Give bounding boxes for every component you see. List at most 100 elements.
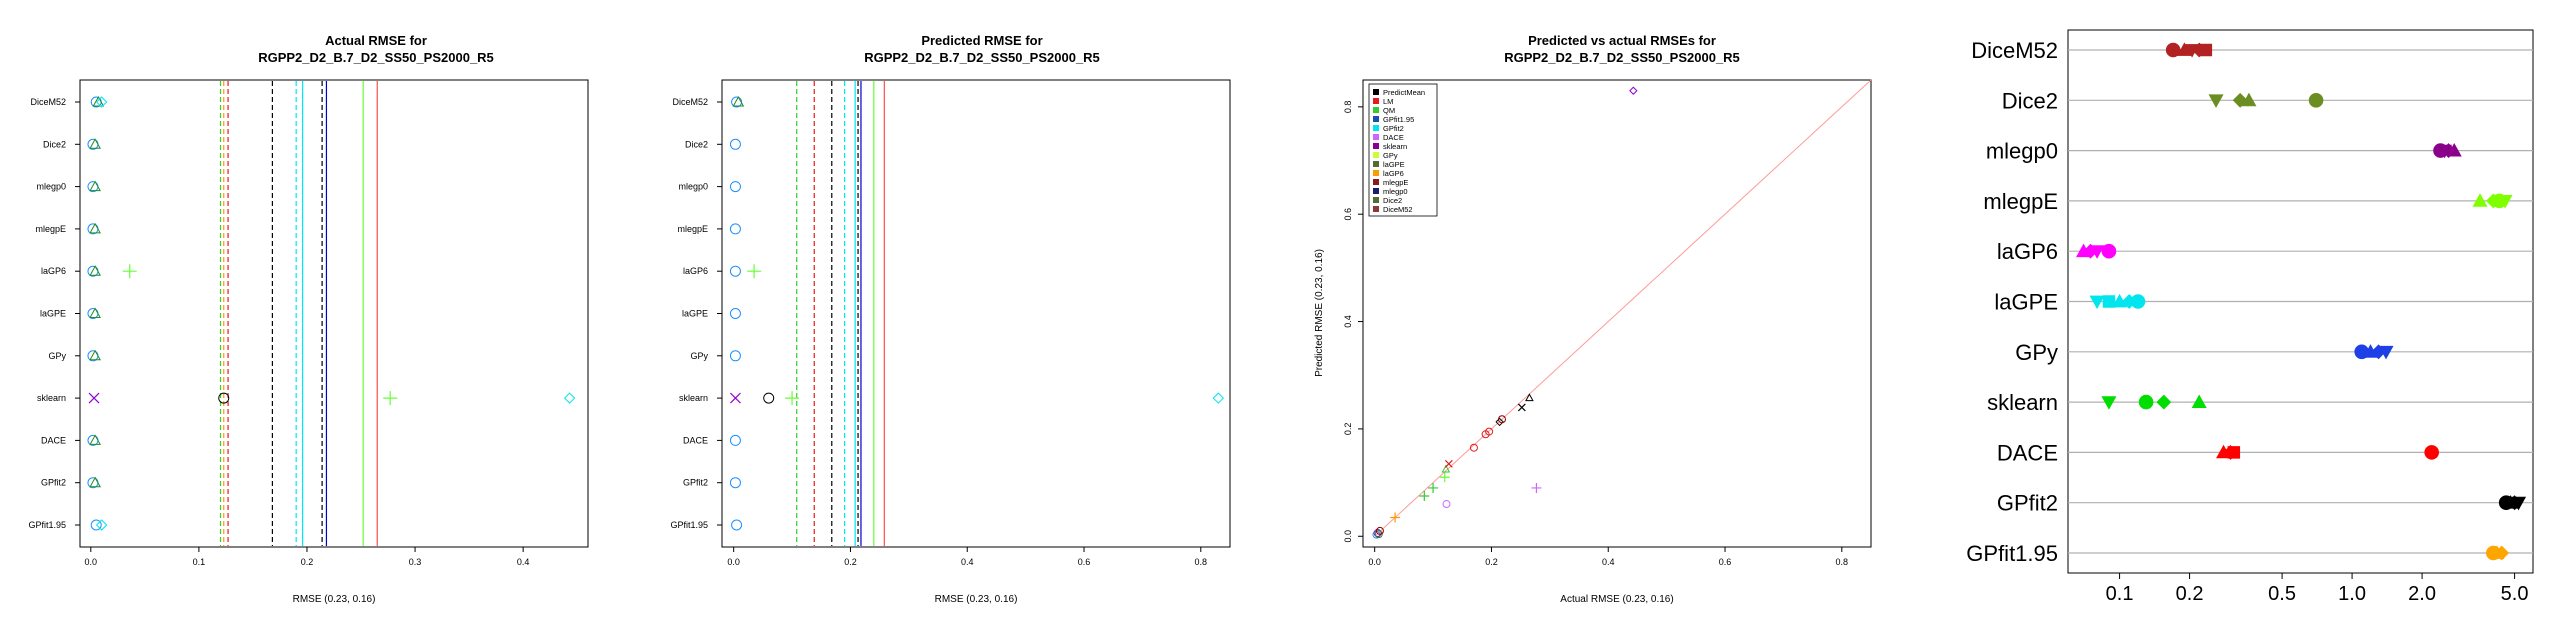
panel4-data-point [2446,142,2462,157]
panel4-data-point [2227,446,2241,459]
panel1-x-tick-label: 0.3 [409,557,422,567]
panel3-legend-box [1368,83,1438,217]
panel4-row-label: GPfit1.95 [1966,541,2058,566]
panel3-legend-swatch [1373,161,1379,167]
panel1-x-tick-label: 0.4 [517,557,530,567]
panel1-plot-frame [79,79,589,548]
panel2-data-point [729,223,741,235]
panel4-row-label: Dice2 [2002,88,2058,113]
panel4-data-point [2497,195,2513,209]
panel3-legend-swatch [1373,116,1379,122]
panel2-row-label: GPfit2 [683,478,708,488]
panel4-data-point [2102,295,2116,308]
panel1-data-point [89,434,101,445]
panel1-row-label: laGP6 [41,266,66,276]
panel3-legend-swatch [1373,206,1379,212]
panel3-legend-label: QM [1383,106,1395,115]
panel2-data-point [729,265,741,277]
panel3-legend-label: GPfit1.95 [1383,115,1414,124]
panel3-identity-line [1374,79,1872,537]
panel1-data-point [563,392,576,404]
panel2-data-point [729,308,741,319]
panel2-data-point [729,477,741,489]
panel4-data-point [2101,243,2117,259]
panel3-data-point [1495,417,1504,427]
panel3-legend-swatch [1373,197,1379,203]
panel1-data-point [90,519,102,531]
panel1-row-label: DiceM52 [30,97,66,107]
panel3-legend-label: GPfit2 [1383,124,1404,133]
panel2-data-point [731,519,743,531]
panel3-legend-label: laGP6 [1383,169,1404,178]
panel4-row-label: GPy [2015,340,2058,365]
panel2-x-axis-label: RMSE (0.23, 0.16) [935,594,1018,605]
panel1-data-point [89,307,101,318]
panel4-data-point [2511,496,2527,511]
panel3-data-point [1373,529,1382,538]
panel3-legend-label: LM [1383,97,1393,106]
panel3-y-tick-label: 0.8 [1343,101,1353,114]
panel2-title-line2: RGPP2_D2_B.7_D2_SS50_PS2000_R5 [864,50,1100,65]
panel3-legend-label: sklearn [1383,142,1407,151]
panel4-x-tick-label: 5.0 [2501,583,2529,605]
panel3-title-line1: Predicted vs actual RMSEs for [1528,33,1716,48]
panel4-data-point [2138,394,2154,410]
panel1-title-line1: Actual RMSE for [325,33,427,48]
panel2-row-label: DACE [683,435,708,445]
panel3-legend-swatch [1373,98,1379,104]
panel1-data-point [89,180,101,192]
panel4-data-point [2308,93,2324,108]
predicted-vs-actual-panel: Predicted vs actual RMSEs for RGPP2_D2_B… [1314,33,1872,605]
panel4-data-point [2199,43,2213,57]
log-rmse-ratio-panel: DiceM52 Dice2 mlegp0 mlegpE laGP6 laGPE GPy skl… [1966,29,2534,605]
panel4-data-point [2378,345,2394,360]
panel4-row-label: mlegp0 [1986,139,2058,164]
panel3-legend-label: DiceM52 [1383,205,1413,214]
panel4-x-tick-label: 0.5 [2268,583,2296,605]
panel4-data-point [2494,545,2510,561]
panel4-data-point [2241,92,2257,107]
panel4-x-tick-label: 0.1 [2106,583,2134,605]
panel1-data-point [95,519,108,531]
panel3-legend-swatch [1373,134,1379,140]
panel3-y-tick-label: 0.2 [1343,423,1353,436]
panel1-row-label: GPfit1.95 [28,520,66,530]
panel1-row-label: laGPE [40,309,66,319]
panel4-row-label: laGPE [1994,290,2058,315]
panel4-row-label: sklearn [1987,390,2058,415]
panel2-data-point [747,264,762,279]
panel2-row-label: Dice2 [685,139,708,149]
panel2-row-label: mlegp0 [678,182,708,192]
panel3-plot-frame [1362,79,1872,548]
panel3-title-line2: RGPP2_D2_B.7_D2_SS50_PS2000_R5 [1504,50,1740,65]
panel1-x-tick-label: 0.1 [193,557,206,567]
panel4-data-point [2424,445,2439,460]
panel3-y-tick-label: 0.4 [1343,315,1353,328]
panel4-data-point [2089,295,2105,310]
panel3-data-point [1419,491,1430,502]
panel3-data-point [1485,427,1494,436]
panel3-legend-label: GPy [1383,151,1398,160]
panel2-data-point [1212,392,1225,404]
panel4-row-label: GPfit2 [1997,491,2058,516]
panel1-data-point [218,392,230,404]
panel1-data-point [92,95,105,107]
panel1-x-tick-label: 0.0 [85,557,98,567]
panel3-legend-swatch [1373,152,1379,158]
panel2-x-tick-label: 0.4 [961,557,974,567]
panel1-data-point [89,138,101,149]
panel3-data-point [1428,482,1439,493]
panel3-x-tick-label: 0.6 [1719,557,1732,567]
panel3-legend-label: mlegpE [1383,178,1408,187]
panel3-y-tick-label: 0.6 [1343,208,1353,221]
panel4-row-label: mlegpE [1983,189,2058,214]
panel1-data-point [89,222,101,234]
panel3-data-point [1525,393,1534,402]
panel1-row-label: GPfit2 [41,478,66,488]
panel3-legend-label: Dice2 [1383,196,1402,205]
panel2-row-label: GPy [690,351,708,361]
panel4-x-tick-label: 2.0 [2408,583,2436,605]
panel2-row-label: laGPE [682,309,708,319]
panel2-row-label: mlegpE [677,224,708,234]
panel3-legend-swatch [1373,89,1379,95]
